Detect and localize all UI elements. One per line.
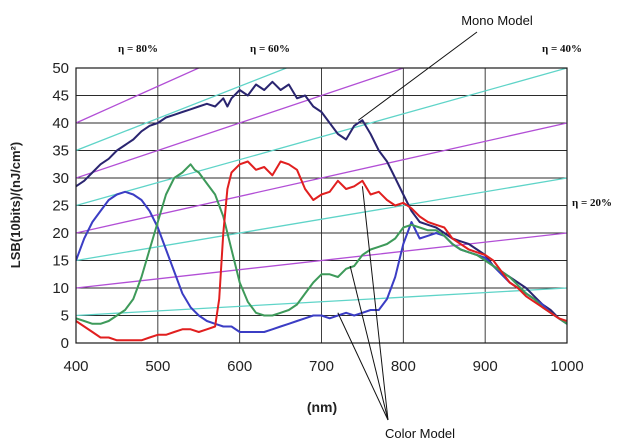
annotation-mono-model-pointer <box>358 31 478 121</box>
efficiency-line-3 <box>76 68 567 207</box>
series-color-model-blue <box>76 190 567 333</box>
x-tick-label-600: 600 <box>227 358 252 375</box>
y-tick-label-10: 10 <box>52 280 69 297</box>
efficiency-line-7 <box>76 287 567 317</box>
y-axis-label: LSB(10bits)/(nJ/cm²) <box>8 142 23 268</box>
efficiency-line-4 <box>76 122 567 234</box>
y-tick-label-50: 50 <box>52 60 69 77</box>
annotation-color-model-pointer-2 <box>337 312 389 421</box>
efficiency-lines <box>76 68 567 317</box>
y-tick-label-30: 30 <box>52 170 69 187</box>
efficiency-line-2 <box>76 68 406 179</box>
y-tick-label-40: 40 <box>52 115 69 132</box>
x-tick-label-900: 900 <box>473 358 498 375</box>
efficiency-label-6: η = 20% <box>572 197 612 209</box>
efficiency-line-6 <box>76 232 567 289</box>
y-tick-label-0: 0 <box>61 335 69 352</box>
x-tick-label-400: 400 <box>63 358 88 375</box>
y-tick-label-45: 45 <box>52 88 69 105</box>
x-tick-label-700: 700 <box>309 358 334 375</box>
plot-border <box>75 67 568 344</box>
x-axis-label: (nm) <box>307 399 337 415</box>
tick-labels: 0 5 10 15 20 25 30 35 40 45 50 400 500 600 700 800 900 10… <box>52 60 583 375</box>
annotation-color-model-pointer-0 <box>361 186 389 421</box>
x-tick-label-800: 800 <box>391 358 416 375</box>
efficiency-line-0 <box>76 68 201 124</box>
y-tick-label-35: 35 <box>52 143 69 160</box>
efficiency-labels: η = 80% η = 60% η = 40% η = 20% <box>118 43 612 209</box>
y-tick-label-5: 5 <box>61 308 69 325</box>
y-tick-label-25: 25 <box>52 198 69 215</box>
efficiency-line-5 <box>76 177 567 262</box>
x-tick-label-500: 500 <box>145 358 170 375</box>
plot-frame <box>75 67 568 344</box>
annotation-color-model-pointer-1 <box>349 265 389 421</box>
y-tick-label-20: 20 <box>52 225 69 242</box>
x-tick-label-1000: 1000 <box>550 358 583 375</box>
series-color-model-green <box>76 163 567 325</box>
series-color-model-red <box>76 160 567 342</box>
annotation-mono-model: Mono Model <box>461 13 533 28</box>
annotation-color-model: Color Model <box>385 426 455 441</box>
y-tick-label-15: 15 <box>52 253 69 270</box>
efficiency-line-1 <box>76 68 289 152</box>
efficiency-label-0: η = 80% <box>118 43 158 55</box>
annotations: Mono Model Color Model <box>337 13 533 441</box>
efficiency-label-4: η = 40% <box>542 43 582 55</box>
efficiency-label-2: η = 60% <box>250 43 290 55</box>
series-lines <box>76 80 567 342</box>
